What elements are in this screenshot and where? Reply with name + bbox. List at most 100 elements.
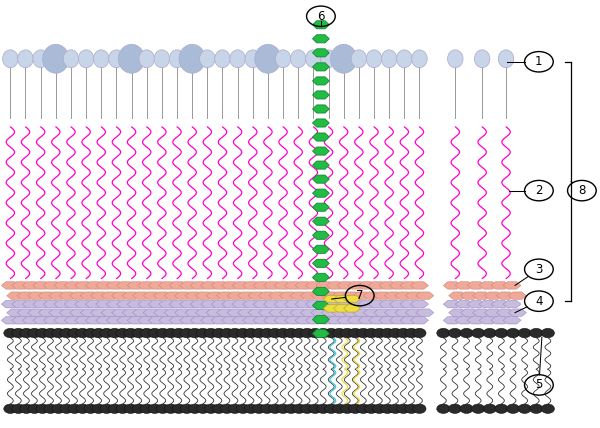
Polygon shape: [347, 317, 365, 324]
Ellipse shape: [43, 45, 69, 73]
Polygon shape: [154, 309, 172, 316]
Circle shape: [229, 328, 242, 338]
Polygon shape: [211, 282, 229, 289]
Circle shape: [36, 404, 49, 413]
Polygon shape: [159, 300, 176, 308]
Polygon shape: [449, 292, 467, 299]
Ellipse shape: [79, 50, 94, 68]
Ellipse shape: [245, 50, 260, 68]
Polygon shape: [443, 300, 461, 308]
Circle shape: [220, 404, 233, 413]
Polygon shape: [75, 282, 93, 289]
Polygon shape: [180, 300, 197, 308]
Polygon shape: [59, 292, 77, 299]
Polygon shape: [232, 317, 250, 324]
Polygon shape: [284, 317, 302, 324]
Circle shape: [268, 404, 281, 413]
Circle shape: [381, 404, 394, 413]
Polygon shape: [353, 292, 371, 299]
Polygon shape: [479, 317, 497, 324]
Polygon shape: [80, 292, 98, 299]
Circle shape: [472, 404, 485, 413]
Circle shape: [332, 328, 346, 338]
Polygon shape: [364, 309, 382, 316]
Ellipse shape: [331, 45, 357, 73]
Circle shape: [381, 328, 394, 338]
Polygon shape: [263, 317, 281, 324]
Polygon shape: [305, 317, 323, 324]
Text: 8: 8: [578, 184, 586, 197]
Polygon shape: [313, 231, 329, 239]
Circle shape: [52, 404, 65, 413]
Polygon shape: [467, 282, 485, 289]
Polygon shape: [337, 282, 355, 289]
Polygon shape: [211, 317, 229, 324]
Polygon shape: [175, 292, 193, 299]
Polygon shape: [106, 300, 124, 308]
Polygon shape: [305, 300, 323, 308]
Polygon shape: [33, 300, 51, 308]
Polygon shape: [190, 282, 208, 289]
Polygon shape: [313, 77, 329, 85]
Circle shape: [518, 404, 531, 413]
Polygon shape: [133, 292, 151, 299]
Circle shape: [349, 404, 362, 413]
Polygon shape: [406, 292, 423, 299]
Polygon shape: [313, 330, 329, 338]
Polygon shape: [280, 292, 298, 299]
Polygon shape: [106, 317, 124, 324]
Ellipse shape: [2, 50, 18, 68]
Circle shape: [341, 404, 354, 413]
Polygon shape: [80, 309, 98, 316]
Circle shape: [448, 404, 461, 413]
Polygon shape: [7, 292, 25, 299]
Polygon shape: [248, 292, 266, 299]
Polygon shape: [455, 300, 473, 308]
Ellipse shape: [215, 50, 230, 68]
Text: 1: 1: [535, 55, 542, 68]
Polygon shape: [374, 292, 392, 299]
Ellipse shape: [382, 50, 397, 68]
Polygon shape: [49, 309, 67, 316]
Circle shape: [301, 328, 314, 338]
Polygon shape: [70, 309, 88, 316]
Circle shape: [76, 404, 89, 413]
Circle shape: [236, 404, 250, 413]
Circle shape: [413, 404, 426, 413]
Polygon shape: [138, 317, 155, 324]
Circle shape: [373, 328, 386, 338]
Polygon shape: [311, 292, 329, 299]
Circle shape: [4, 328, 17, 338]
Polygon shape: [332, 292, 350, 299]
Polygon shape: [443, 282, 461, 289]
Polygon shape: [122, 292, 140, 299]
Polygon shape: [96, 282, 114, 289]
Circle shape: [148, 328, 161, 338]
Ellipse shape: [154, 50, 170, 68]
Polygon shape: [253, 282, 271, 289]
Polygon shape: [22, 282, 40, 289]
Polygon shape: [455, 282, 473, 289]
Polygon shape: [313, 287, 329, 295]
Polygon shape: [259, 292, 277, 299]
Circle shape: [205, 328, 217, 338]
Circle shape: [36, 328, 49, 338]
Polygon shape: [313, 105, 329, 113]
Circle shape: [293, 328, 305, 338]
Polygon shape: [232, 282, 250, 289]
Polygon shape: [290, 292, 308, 299]
Polygon shape: [164, 292, 182, 299]
Polygon shape: [301, 309, 319, 316]
Polygon shape: [217, 292, 235, 299]
Polygon shape: [54, 300, 72, 308]
Polygon shape: [449, 309, 467, 316]
Polygon shape: [101, 309, 119, 316]
Polygon shape: [96, 317, 114, 324]
Polygon shape: [313, 175, 329, 183]
Polygon shape: [322, 292, 340, 299]
Circle shape: [389, 328, 402, 338]
Ellipse shape: [448, 50, 463, 68]
Circle shape: [12, 404, 25, 413]
Polygon shape: [175, 309, 193, 316]
Polygon shape: [248, 309, 266, 316]
